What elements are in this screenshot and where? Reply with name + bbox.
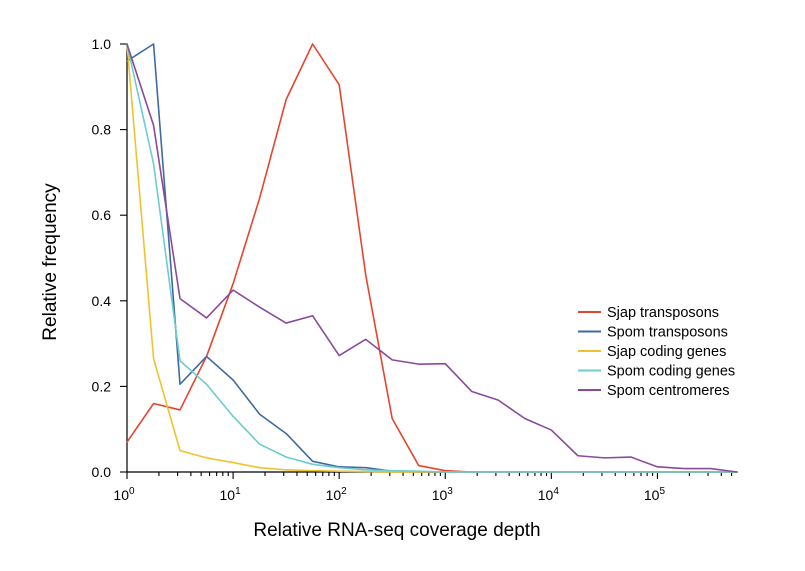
y-tick-label: 1.0 <box>92 36 112 52</box>
legend-label: Spom coding genes <box>607 364 735 380</box>
legend-label: Sjap transposons <box>607 305 719 321</box>
x-tick-label: 105 <box>644 486 666 503</box>
legend-item: Spom centromeres <box>578 383 730 399</box>
y-tick-label: 0.2 <box>92 378 112 394</box>
series-line-spom-centromeres <box>126 43 738 473</box>
axes <box>126 44 737 473</box>
x-tick-label: 100 <box>113 486 135 503</box>
y-tick-label: 0.4 <box>92 293 112 309</box>
legend-item: Sjap transposons <box>578 305 719 321</box>
legend-item: Spom transposons <box>578 325 728 341</box>
legend-item: Spom coding genes <box>578 364 735 380</box>
legend-label: Sjap coding genes <box>607 344 726 360</box>
x-tick-label: 103 <box>432 486 454 503</box>
y-tick-label: 0.6 <box>92 207 112 223</box>
series-line-sjap-coding-genes <box>126 43 738 473</box>
series-lines <box>126 43 738 473</box>
legend-item: Sjap coding genes <box>578 344 726 360</box>
y-tick-label: 0.8 <box>92 122 112 138</box>
y-tick-label: 0.0 <box>92 464 112 480</box>
x-tick-label: 102 <box>326 486 348 503</box>
x-tick-label: 101 <box>220 486 242 503</box>
legend: Sjap transposons Spom transposons Sjap cod… <box>578 305 735 399</box>
series-line-spom-transposons <box>126 43 738 473</box>
y-axis-title: Relative frequency <box>40 183 61 341</box>
series-line-sjap-transposons <box>126 43 738 473</box>
legend-label: Spom centromeres <box>607 383 730 399</box>
series-line-spom-coding-genes <box>126 43 738 473</box>
x-tick-label: 104 <box>538 486 560 503</box>
x-ticks: 100 101 102 103 104 105 <box>113 472 733 503</box>
legend-label: Spom transposons <box>607 325 728 341</box>
y-ticks: 0.0 0.2 0.4 0.6 0.8 1.0 <box>92 36 127 480</box>
x-axis-title: Relative RNA-seq coverage depth <box>253 520 540 541</box>
